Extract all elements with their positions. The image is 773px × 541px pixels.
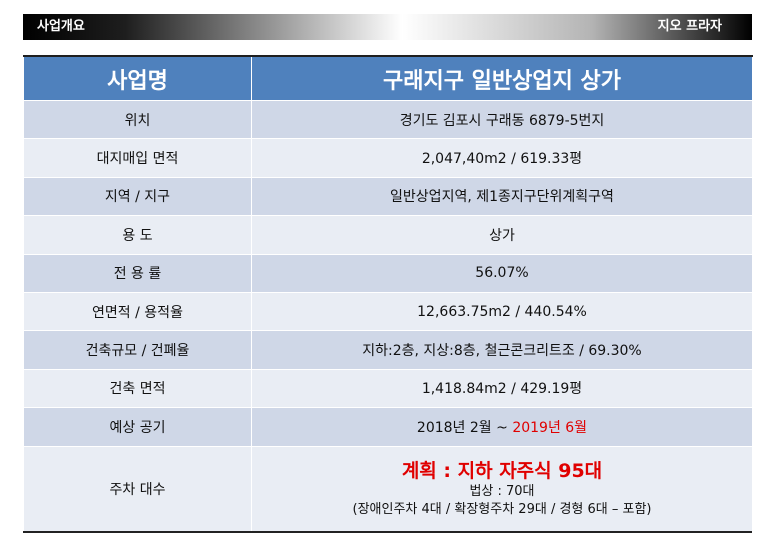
row-value: 2018년 2월 ~ 2019년 6월 [251,407,753,447]
row-label: 주차 대수 [23,445,252,533]
table-row: 연면적 / 용적율 12,663.75m2 / 440.54% [23,291,753,332]
table-row: 전 용 률 56.07% [23,253,753,293]
row-value: 2,047,40m2 / 619.33평 [251,138,753,178]
row-label: 예상 공기 [23,407,252,447]
row-value: 일반상업지역, 제1종지구단위계획구역 [251,176,753,217]
parking-cell: 계획 : 지하 자주식 95대 법상 : 70대 (장애인주차 4대 / 확장형… [251,445,753,533]
row-label: 용 도 [23,215,252,255]
schedule-end: 2019년 6월 [512,419,588,436]
project-name: 지오 프라자 [657,19,722,34]
parking-detail: (장애인주차 4대 / 확장형주차 29대 / 경형 6대 – 포함) [352,502,652,518]
header-label-cell: 사업명 [23,55,252,101]
project-overview-table: 사업명 구래지구 일반상업지 상가 위치 경기도 김포시 구래동 6879-5번… [23,55,753,533]
row-value: 1,418.84m2 / 429.19평 [251,368,753,409]
row-value: 지하:2층, 지상:8층, 철근콘크리트조 / 69.30% [251,330,753,370]
parking-plan: 계획 : 지하 자주식 95대 [401,460,603,483]
parking-legal: 법상 : 70대 [469,484,535,500]
row-label: 전 용 률 [23,253,252,293]
table-row: 예상 공기 2018년 2월 ~ 2019년 6월 [23,407,753,447]
header-value-cell: 구래지구 일반상업지 상가 [251,55,753,101]
table-row: 대지매입 면적 2,047,40m2 / 619.33평 [23,138,753,178]
row-label: 건축 면적 [23,368,252,409]
row-label: 지역 / 지구 [23,176,252,217]
title-bar: 사업개요 지오 프라자 [23,14,752,40]
row-value: 56.07% [251,253,753,293]
row-value: 경기도 김포시 구래동 6879-5번지 [251,99,753,140]
table-row: 주차 대수 계획 : 지하 자주식 95대 법상 : 70대 (장애인주차 4대… [23,445,753,533]
table-header-row: 사업명 구래지구 일반상업지 상가 [23,55,753,101]
row-label: 위치 [23,99,252,140]
table-row: 건축규모 / 건폐율 지하:2층, 지상:8층, 철근콘크리트조 / 69.30… [23,330,753,370]
schedule-start: 2018년 2월 ~ [416,419,513,436]
row-label: 연면적 / 용적율 [23,291,252,332]
row-value: 12,663.75m2 / 440.54% [251,291,753,332]
section-title: 사업개요 [37,19,85,34]
row-label: 건축규모 / 건폐율 [23,330,252,370]
table-row: 위치 경기도 김포시 구래동 6879-5번지 [23,99,753,140]
table-row: 용 도 상가 [23,215,753,255]
table-row: 건축 면적 1,418.84m2 / 429.19평 [23,368,753,409]
row-label: 대지매입 면적 [23,138,252,178]
table-row: 지역 / 지구 일반상업지역, 제1종지구단위계획구역 [23,176,753,217]
row-value: 상가 [251,215,753,255]
bottom-divider [23,531,752,533]
